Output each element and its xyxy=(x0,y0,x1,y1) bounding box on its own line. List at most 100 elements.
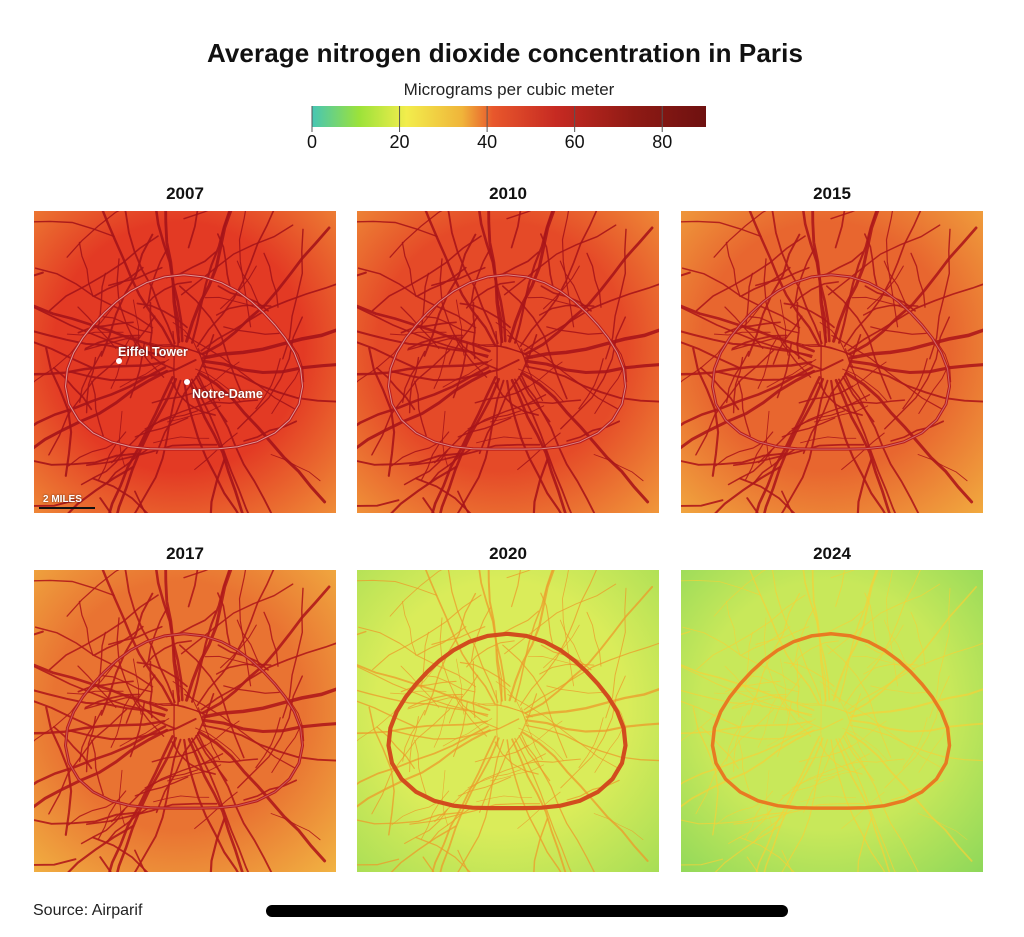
road-58 xyxy=(134,417,189,438)
road-91 xyxy=(282,228,304,360)
map-svg-2020 xyxy=(357,570,659,872)
road-1 xyxy=(202,724,336,762)
road-7 xyxy=(781,739,829,872)
panel-title-2020: 2020 xyxy=(489,544,527,563)
road-network xyxy=(357,570,659,872)
home-indicator-bar[interactable] xyxy=(266,905,788,917)
road-17 xyxy=(124,570,176,704)
road-114 xyxy=(739,836,795,872)
road-80 xyxy=(725,241,741,298)
road-32 xyxy=(918,365,949,415)
road-92 xyxy=(696,594,806,671)
road-7 xyxy=(457,739,505,872)
road-29 xyxy=(593,454,644,482)
road-78 xyxy=(794,248,815,303)
road-90 xyxy=(714,466,781,513)
road-1 xyxy=(849,724,983,762)
road-22 xyxy=(196,570,275,707)
road-73 xyxy=(442,359,493,388)
road-9 xyxy=(755,376,821,513)
road-104 xyxy=(831,334,942,410)
road-54 xyxy=(172,689,176,748)
panel-title-2017: 2017 xyxy=(166,544,204,563)
road-9 xyxy=(431,735,497,872)
road-110 xyxy=(562,570,575,687)
road-38 xyxy=(521,707,543,760)
road-58 xyxy=(457,776,512,797)
road-75 xyxy=(196,732,228,782)
road-114 xyxy=(739,477,796,513)
road-108 xyxy=(695,349,775,456)
road-92 xyxy=(372,594,482,671)
road-101 xyxy=(34,267,154,329)
road-45 xyxy=(255,358,281,410)
road-77 xyxy=(780,658,789,715)
road-90 xyxy=(67,825,134,872)
road-74 xyxy=(714,690,771,695)
road-49 xyxy=(471,342,528,355)
road-107 xyxy=(34,304,116,383)
road-54 xyxy=(172,330,176,389)
road-87 xyxy=(86,802,218,826)
road-108 xyxy=(48,349,128,456)
road-30 xyxy=(149,301,153,360)
road-29 xyxy=(593,813,644,841)
road-62 xyxy=(409,716,419,773)
road-99 xyxy=(357,579,438,596)
road-76 xyxy=(910,252,926,308)
road-99 xyxy=(681,579,762,596)
road-16 xyxy=(425,570,496,705)
road-110 xyxy=(886,570,898,687)
road-29 xyxy=(917,813,968,840)
road-94 xyxy=(826,285,892,400)
road-52 xyxy=(429,806,474,843)
road-108 xyxy=(371,349,451,456)
panel-title-2015: 2015 xyxy=(813,184,851,203)
road-64 xyxy=(818,382,863,416)
road-36 xyxy=(474,744,529,763)
road-4 xyxy=(191,737,250,872)
road-54 xyxy=(819,690,823,747)
road-27 xyxy=(842,368,888,403)
road-4 xyxy=(514,378,573,513)
map-svg-2015 xyxy=(681,211,983,513)
road-44 xyxy=(870,685,927,694)
road-25 xyxy=(849,688,983,718)
road-64 xyxy=(171,382,216,416)
road-3 xyxy=(518,735,595,872)
road-19 xyxy=(155,211,184,343)
road-81 xyxy=(93,266,144,297)
road-113 xyxy=(763,617,812,737)
ring-road xyxy=(710,632,952,810)
road-11 xyxy=(34,725,167,786)
road-51 xyxy=(204,655,261,669)
road-97 xyxy=(66,211,120,258)
road-56 xyxy=(783,661,835,687)
road-4 xyxy=(191,378,250,513)
road-17 xyxy=(771,211,823,345)
road-47 xyxy=(131,334,176,371)
road-71 xyxy=(724,321,781,334)
road-83 xyxy=(731,334,788,350)
road-17 xyxy=(771,570,823,703)
road-24 xyxy=(201,226,331,356)
road-27 xyxy=(842,727,888,761)
scale-label: 2 MILES xyxy=(43,494,82,505)
road-38 xyxy=(197,707,221,761)
road-76 xyxy=(263,252,279,308)
road-111 xyxy=(183,570,209,579)
source-note: Source: Airparif xyxy=(33,902,143,919)
road-18 xyxy=(164,211,181,344)
ring-highlight xyxy=(711,274,951,450)
road-93 xyxy=(503,224,617,296)
road-98 xyxy=(857,818,872,872)
road-36 xyxy=(474,385,529,404)
road-34 xyxy=(724,665,764,708)
road-91 xyxy=(282,587,304,719)
legend-label: Micrograms per cubic meter xyxy=(403,80,615,99)
road-107 xyxy=(357,304,439,383)
legend-tick-0: 0 xyxy=(306,132,318,152)
road-71 xyxy=(400,680,457,693)
road-48 xyxy=(166,405,222,423)
road-10 xyxy=(34,369,169,450)
